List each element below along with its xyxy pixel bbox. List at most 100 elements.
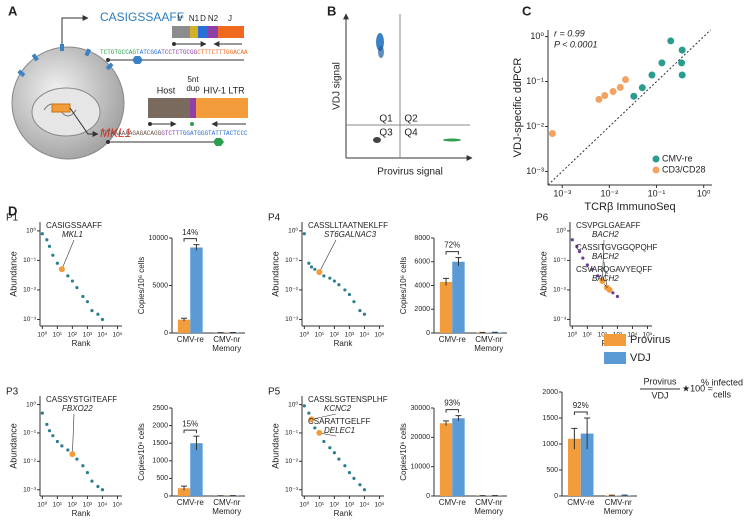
y-tick-label: 10⁰ (288, 400, 298, 408)
formula-result: cells (713, 389, 732, 399)
annotation: 72% (444, 241, 460, 250)
y-tick-label: 2000 (414, 306, 430, 313)
bar (190, 443, 203, 496)
dup-label: dup (186, 84, 200, 93)
category-label: CMV-re (438, 498, 466, 507)
point (343, 288, 347, 292)
panel-label: P4 (268, 213, 281, 224)
point (347, 471, 352, 475)
point (581, 256, 585, 260)
segment-label: V (177, 14, 183, 23)
point (548, 129, 556, 137)
point (85, 300, 90, 304)
y-tick-label: 10⁰ (26, 400, 36, 408)
point (358, 483, 362, 487)
point (352, 476, 356, 481)
point (347, 292, 352, 297)
point (96, 312, 100, 316)
y-tick-label: 2000 (542, 389, 558, 396)
category-label: CMV-nr Memory (474, 498, 503, 516)
highlight-point (308, 416, 315, 423)
x-tick-label: 10⁻¹ (648, 188, 666, 198)
y-axis-label: Abundance (8, 251, 18, 297)
gene-label: DELEC1 (324, 426, 355, 435)
legend-marker (652, 155, 660, 163)
point (100, 488, 105, 492)
bar (439, 281, 453, 333)
y-tick-label: 10⁻¹ (285, 430, 299, 437)
x-tick-label: 10⁰ (697, 188, 711, 198)
gene: MKL1 (100, 126, 131, 140)
bracket (445, 251, 459, 255)
x-tick-label: 10⁵ (113, 502, 123, 509)
point (47, 244, 52, 248)
point (51, 253, 55, 257)
point (55, 261, 59, 265)
x-tick-label: 10⁻³ (553, 188, 571, 198)
y-tick-label: 10⁰ (26, 227, 36, 235)
highlight-point (316, 429, 323, 436)
point (337, 283, 341, 287)
dup-label: 5nt (187, 75, 199, 84)
annotation: P < 0.0001 (554, 39, 597, 49)
point (40, 411, 44, 415)
leader-line (61, 239, 75, 270)
x-tick-label: CMV-nr Memory (603, 498, 633, 516)
y-tick-label: 10⁻¹ (553, 257, 567, 264)
x-tick-label: CMV-re (438, 498, 466, 507)
y-axis-label: Abundance (270, 423, 280, 469)
panel-label: D (8, 203, 17, 218)
x-tick-label: 10⁴ (359, 502, 369, 509)
point (60, 444, 64, 448)
quadrant-label: Q2 (404, 114, 418, 125)
x-tick-label: CMV-re (176, 335, 204, 344)
bar (177, 319, 191, 333)
point (622, 76, 630, 84)
x-tick-label: 10⁰ (567, 331, 577, 339)
panel-label: C (522, 3, 532, 18)
x-tick-label: 10⁰ (299, 501, 309, 509)
y-tick-label: 2000 (152, 422, 168, 429)
formula-result: % infected (701, 377, 743, 387)
y-tick-label: 10⁻³ (285, 486, 299, 493)
x-axis-label: TCRβ ImmunoSeq (584, 201, 675, 213)
bar (618, 495, 631, 496)
x-tick-label: CMV-re (176, 498, 204, 507)
annotation: 93% (444, 399, 460, 408)
x-tick-label: 10³ (345, 502, 355, 509)
point (66, 448, 70, 452)
point (570, 238, 574, 242)
sequence-segment: GTCTT (161, 130, 179, 137)
quadrant-label: Q3 (379, 128, 393, 139)
y-tick-label: 0 (426, 330, 430, 337)
y-tick-label: 10⁻³ (553, 316, 567, 323)
y-tick-label: 10⁰ (556, 227, 566, 235)
y-tick-label: 10⁻² (285, 287, 299, 294)
segment-label: J (228, 14, 232, 23)
point (616, 83, 624, 91)
formula-denominator: VDJ (651, 390, 668, 400)
point (352, 300, 356, 304)
y-axis-label: VDJ-specific ddPCR (512, 58, 524, 158)
x-tick-label: 10⁴ (359, 332, 369, 339)
bar (452, 261, 465, 333)
point (667, 37, 675, 45)
clone-label: CSVPGLGAEAFF (576, 221, 641, 230)
bar (568, 438, 581, 496)
sequence-segment: CTTTCTTTGGACAA (197, 49, 248, 56)
point (51, 434, 55, 438)
point (328, 276, 332, 280)
point (590, 267, 594, 271)
y-tick-label: 0 (426, 493, 430, 500)
x-tick-label: 10¹ (53, 502, 63, 509)
y-tick-label: 2500 (152, 405, 168, 412)
y-tick-label: 1500 (542, 415, 558, 422)
y-tick-label: 10⁻³ (285, 316, 299, 323)
sequence-segment: TCCTCTGCGG (161, 49, 197, 56)
x-tick-label: CMV-re (438, 335, 466, 344)
point (81, 464, 85, 468)
x-axis-label: Rank (334, 509, 354, 518)
y-tick-label: 1500 (152, 440, 168, 447)
point (332, 279, 336, 283)
point (658, 59, 666, 67)
